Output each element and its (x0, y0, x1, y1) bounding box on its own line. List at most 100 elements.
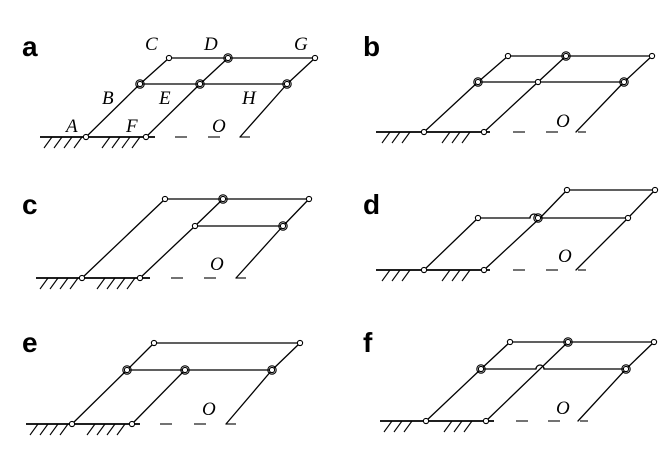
link-ho (575, 217, 629, 271)
link-bc (126, 342, 155, 371)
link-fe (483, 81, 539, 133)
joint-a (420, 128, 428, 136)
label-o: O (556, 111, 570, 132)
joint-d (219, 195, 227, 203)
joint-g (648, 52, 656, 60)
joint-d (563, 186, 571, 194)
panel-label-c: c (22, 189, 38, 220)
link-ho (575, 81, 625, 133)
link-gh (627, 189, 656, 219)
joint-g (651, 186, 659, 194)
label-o: O (212, 116, 226, 137)
joint-f (128, 420, 136, 428)
label-e: E (158, 88, 171, 109)
joint-d-ring (561, 51, 571, 61)
joint-b-ring (135, 79, 145, 89)
joint-b-ring (476, 364, 486, 374)
joint-h (622, 365, 630, 373)
link-fe (131, 369, 186, 425)
joint-h-ring (278, 221, 288, 231)
joint-f (482, 417, 490, 425)
panel-label-d: d (363, 189, 380, 220)
joint-h-ring (282, 79, 292, 89)
link-fe (483, 217, 541, 271)
link-bc (480, 341, 511, 370)
link-gh (286, 57, 316, 85)
joint-b (474, 78, 482, 86)
link-ho (235, 225, 284, 279)
link-ho (577, 368, 627, 422)
label-o: O (558, 246, 572, 267)
joint-d (562, 52, 570, 60)
joint-h (283, 80, 291, 88)
joint-e (196, 80, 204, 88)
crossover-hop (535, 364, 545, 370)
joint-c (165, 54, 173, 62)
ground-hatch (43, 136, 141, 149)
joint-b (136, 80, 144, 88)
joint-b-ring (473, 77, 483, 87)
label-c: C (145, 34, 158, 55)
label-h: H (241, 88, 257, 109)
joint-g (311, 54, 319, 62)
joint-h (279, 222, 287, 230)
link-bc (139, 57, 170, 85)
joint-b-ring (122, 365, 132, 375)
joint-e-ring (180, 365, 190, 375)
panel-label-e: e (22, 327, 38, 358)
joint-b (477, 365, 485, 373)
link-ed (539, 189, 568, 219)
panel-c: c O (22, 189, 313, 290)
joint-b (123, 366, 131, 374)
joint-h (620, 78, 628, 86)
link-gh (625, 341, 655, 370)
panel-label-f: f (363, 327, 373, 358)
joint-h (624, 214, 632, 222)
joint-c (506, 338, 514, 346)
joint-a (420, 266, 428, 274)
link-ed (537, 55, 567, 83)
label-o: O (556, 398, 570, 419)
link-gh (271, 342, 301, 371)
label-f: F (125, 116, 138, 137)
link-ho (225, 369, 273, 425)
joint-g (296, 339, 304, 347)
joint-h (268, 366, 276, 374)
joint-a (78, 274, 86, 282)
joint-f (480, 266, 488, 274)
joint-g (305, 195, 313, 203)
joint-c (150, 339, 158, 347)
panel-f: f O (363, 327, 658, 433)
joint-e (191, 222, 199, 230)
joint-a (422, 417, 430, 425)
joint-a (68, 420, 76, 428)
joint-e (181, 366, 189, 374)
joint-h-ring (621, 364, 631, 374)
panel-e: e O (22, 327, 304, 436)
ground-hatch (381, 131, 471, 144)
link-gh (623, 55, 653, 83)
link-ab (71, 369, 128, 425)
link-ed (199, 57, 229, 85)
link-ab (425, 368, 482, 422)
joint-c (161, 195, 169, 203)
ground-hatch (29, 423, 126, 436)
link-bc (477, 55, 509, 83)
joint-e-ring (195, 79, 205, 89)
joint-d-ring (563, 337, 573, 347)
joint-d (224, 54, 232, 62)
label-g: G (294, 34, 308, 55)
joint-a (82, 133, 90, 141)
link-ab (423, 81, 479, 133)
ground-hatch (381, 269, 471, 282)
joint-h-ring (267, 365, 277, 375)
label-a: A (64, 116, 78, 137)
joint-e (534, 78, 542, 86)
ground-hatch (383, 420, 473, 433)
joint-f (142, 133, 150, 141)
joint-b (474, 214, 482, 222)
link-ab (423, 217, 479, 271)
link-ab (85, 83, 141, 138)
joint-h-ring (619, 77, 629, 87)
joint-g (650, 338, 658, 346)
